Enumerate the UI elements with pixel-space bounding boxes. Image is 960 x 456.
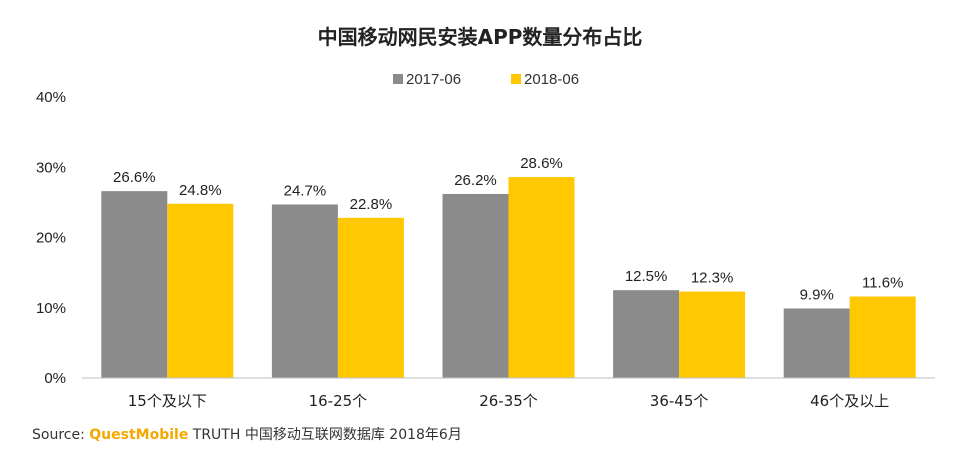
bar-2018-06-4 <box>849 296 916 378</box>
source-rest: TRUTH 中国移动互联网数据库 2018年6月 <box>192 427 462 443</box>
bar-2018-06-3 <box>679 291 746 378</box>
x-category-label: 46个及以上 <box>810 392 889 410</box>
legend-swatch-2018-06 <box>511 74 521 84</box>
source-prefix: Source: <box>32 427 85 443</box>
x-category-label: 16-25个 <box>309 392 368 410</box>
data-label: 28.6% <box>520 155 563 172</box>
legend: 2017-06 2018-06 <box>393 71 579 88</box>
data-label: 12.5% <box>625 268 668 285</box>
data-label: 22.8% <box>350 196 393 213</box>
data-label: 12.3% <box>691 270 734 287</box>
source-brand: QuestMobile <box>89 427 189 443</box>
data-label: 11.6% <box>862 275 903 292</box>
x-axis: 15个及以下 16-25个 26-35个 36-45个 46个及以上 <box>82 377 935 410</box>
x-category-label: 36-45个 <box>650 392 709 410</box>
x-category-label: 26-35个 <box>479 392 538 410</box>
legend-label-2017-06: 2017-06 <box>406 71 461 88</box>
data-label: 24.8% <box>179 182 222 199</box>
data-label: 24.7% <box>284 182 327 199</box>
data-label: 26.2% <box>454 172 497 189</box>
data-label: 26.6% <box>113 169 156 186</box>
bar-2018-06-2 <box>508 177 575 378</box>
bar-2018-06-0 <box>167 203 234 378</box>
y-tick-label: 0% <box>44 370 66 387</box>
y-tick-label: 20% <box>36 230 66 247</box>
bar-2017-06-0 <box>101 191 168 378</box>
legend-label-2018-06: 2018-06 <box>524 71 579 88</box>
x-category-label: 15个及以下 <box>128 392 207 410</box>
y-tick-label: 40% <box>36 89 66 106</box>
source-note: Source: QuestMobile TRUTH 中国移动互联网数据库 201… <box>32 424 462 444</box>
y-tick-label: 10% <box>36 300 66 317</box>
y-axis: 0% 10% 20% 30% 40% <box>36 89 66 387</box>
y-tick-label: 30% <box>36 159 66 176</box>
bar-2017-06-1 <box>271 204 338 378</box>
chart-title: 中国移动网民安装APP数量分布占比 <box>318 25 643 49</box>
bars: 26.6% 24.8% 24.7% 22.8% 26.2% 28.6% 12.5% 12.3%… <box>101 155 916 378</box>
bar-2017-06-2 <box>442 193 509 378</box>
bar-2018-06-1 <box>337 217 404 378</box>
bar-2017-06-4 <box>783 308 850 378</box>
legend-swatch-2017-06 <box>393 74 403 84</box>
data-label: 9.9% <box>800 286 834 303</box>
bar-2017-06-3 <box>613 290 680 378</box>
